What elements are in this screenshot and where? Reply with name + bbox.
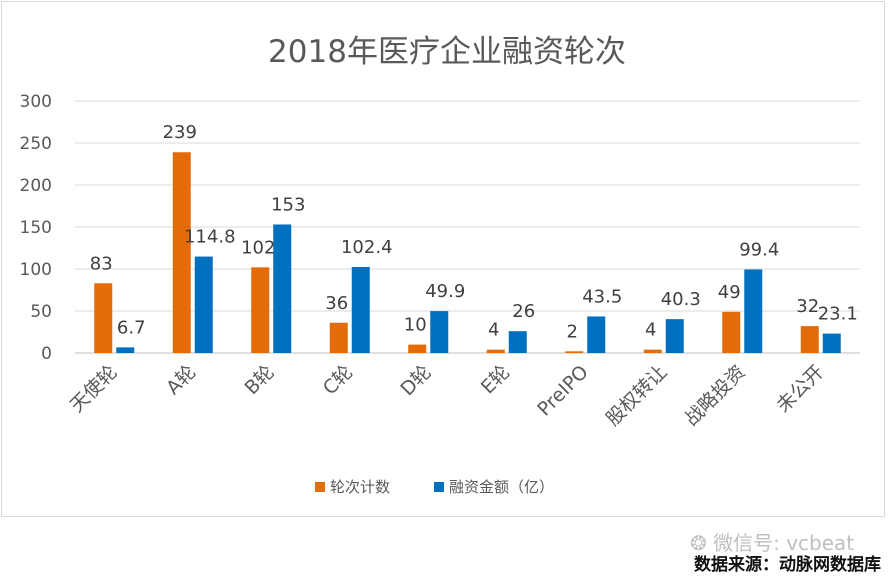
data-label: 239 [163,122,197,143]
y-tick-label: 50 [30,302,52,322]
x-tick-label: 未公开 [772,361,828,417]
x-tick-label: B轮 [241,361,279,399]
legend-swatch [434,482,444,492]
x-tick-label: 战略投资 [680,361,749,430]
chart-title: 2018年医疗企业融资轮次 [268,34,626,70]
x-tick-label: C轮 [319,361,357,399]
data-label: 49 [718,282,741,303]
bar-round-count [408,344,427,353]
bar-funding-amount [116,347,135,353]
bar-funding-amount [744,269,763,353]
bar-funding-amount [273,224,292,353]
y-tick-label: 150 [20,218,52,238]
bar-round-count [94,283,113,353]
x-tick-label: A轮 [162,361,200,399]
x-tick-label: 天使轮 [66,361,122,417]
wechat-icon: ❂ [690,531,707,555]
bar-round-count [251,267,270,353]
data-label: 32 [796,296,819,317]
data-label: 102 [241,237,275,258]
bar-funding-amount [194,256,213,353]
y-tick-label: 100 [20,260,52,280]
y-tick-label: 250 [20,134,52,154]
data-label: 99.4 [739,240,779,261]
bar-round-count [486,349,505,353]
bar-round-count [565,351,584,353]
bar-round-count [329,322,348,353]
x-tick-label: E轮 [477,361,514,398]
legend-swatch [315,482,325,492]
bar-round-count [800,326,819,353]
data-label: 6.7 [117,317,146,338]
data-label: 36 [325,293,348,314]
data-label: 10 [404,315,427,336]
data-label: 23.1 [818,304,858,325]
data-label: 102.4 [341,237,393,258]
legend-label: 轮次计数 [330,478,390,496]
data-label: 4 [488,320,499,341]
data-label: 114.8 [184,227,236,248]
data-label: 2 [567,321,578,342]
data-label: 153 [271,194,305,215]
x-tick-label: D轮 [396,361,435,400]
data-label: 40.3 [661,289,701,310]
data-label: 83 [90,253,113,274]
data-label: 43.5 [582,286,622,307]
y-tick-label: 300 [20,92,52,112]
bar-funding-amount [508,331,527,353]
bar-funding-amount [822,333,841,353]
bar-round-count [722,311,741,353]
bar-funding-amount [587,316,606,353]
watermark: ❂ 微信号: vcbeat [690,527,854,556]
source-note: 数据来源：动脉网数据库 [694,555,881,575]
legend-label: 融资金额（亿） [449,478,554,496]
bar-funding-amount [430,311,449,353]
bar-round-count [172,152,191,353]
data-label: 4 [645,320,656,341]
bar-funding-amount [665,319,684,353]
bar-round-count [643,349,662,353]
data-label: 26 [512,301,535,322]
watermark-text: 微信号: vcbeat [713,531,855,555]
data-label: 49.9 [425,281,465,302]
x-tick-label: 股权转让 [602,361,671,430]
y-tick-label: 0 [41,344,52,364]
x-tick-label: PreIPO [533,361,593,421]
bar-funding-amount [351,266,370,353]
y-tick-label: 200 [20,176,52,196]
chart-frame [1,1,885,517]
